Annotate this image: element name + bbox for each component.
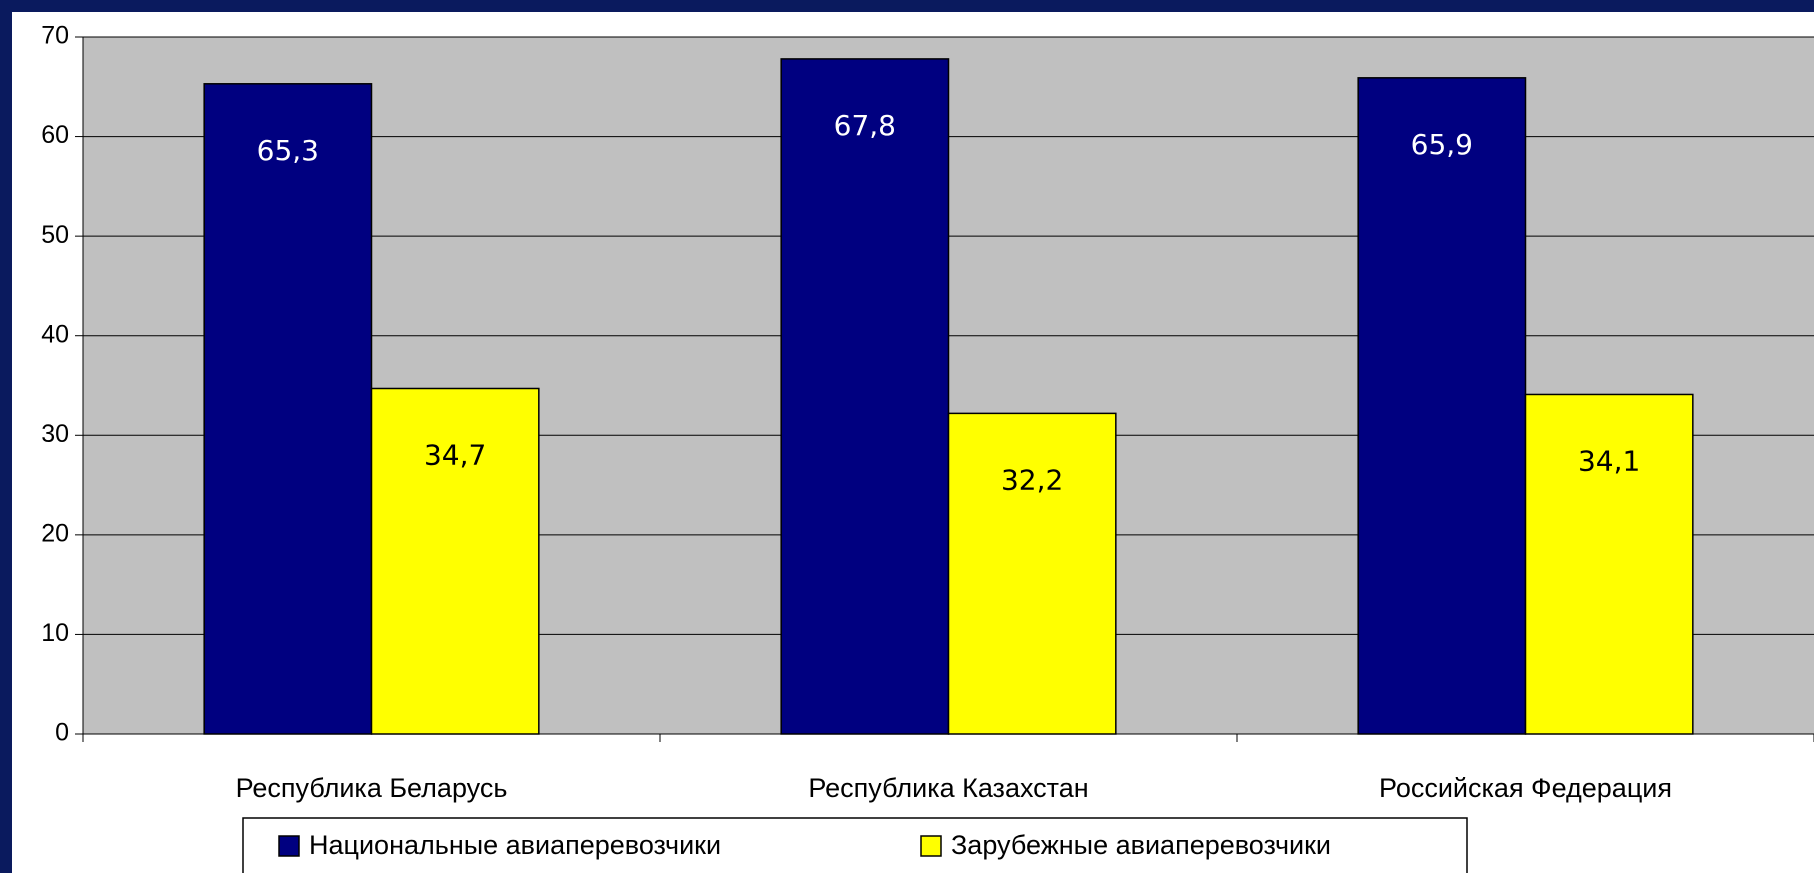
data-label: 34,7 [424,438,486,471]
data-label: 34,1 [1578,444,1640,477]
y-tick-label: 20 [41,519,69,547]
legend-swatch [278,835,300,857]
x-tick-label: Республика Беларусь [236,773,508,803]
legend-swatch [920,835,942,857]
x-tick-label: Республика Казахстан [808,773,1088,803]
data-label: 32,2 [1001,463,1063,496]
bar [780,58,950,735]
y-tick-label: 10 [41,619,69,647]
y-tick-label: 60 [41,121,69,149]
y-tick-label: 50 [41,221,69,249]
data-label: 65,9 [1411,128,1473,161]
bar [370,387,540,735]
bar [1357,77,1527,735]
bar [1524,393,1694,735]
data-label: 67,8 [834,109,896,142]
y-tick-label: 30 [41,420,69,448]
x-tick-label: Российская Федерация [1379,773,1672,803]
y-tick-label: 0 [55,719,69,747]
y-tick-label: 40 [41,320,69,348]
bar [947,412,1117,735]
data-label: 65,3 [257,134,319,167]
y-tick-label: 70 [41,22,69,50]
bar [203,83,373,735]
legend-box [242,817,1468,873]
legend-label: Национальные авиаперевозчики [309,830,721,860]
legend-label: Зарубежные авиаперевозчики [951,830,1331,860]
